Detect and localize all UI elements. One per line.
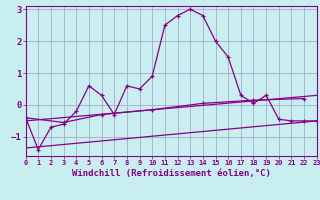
X-axis label: Windchill (Refroidissement éolien,°C): Windchill (Refroidissement éolien,°C) — [72, 169, 271, 178]
